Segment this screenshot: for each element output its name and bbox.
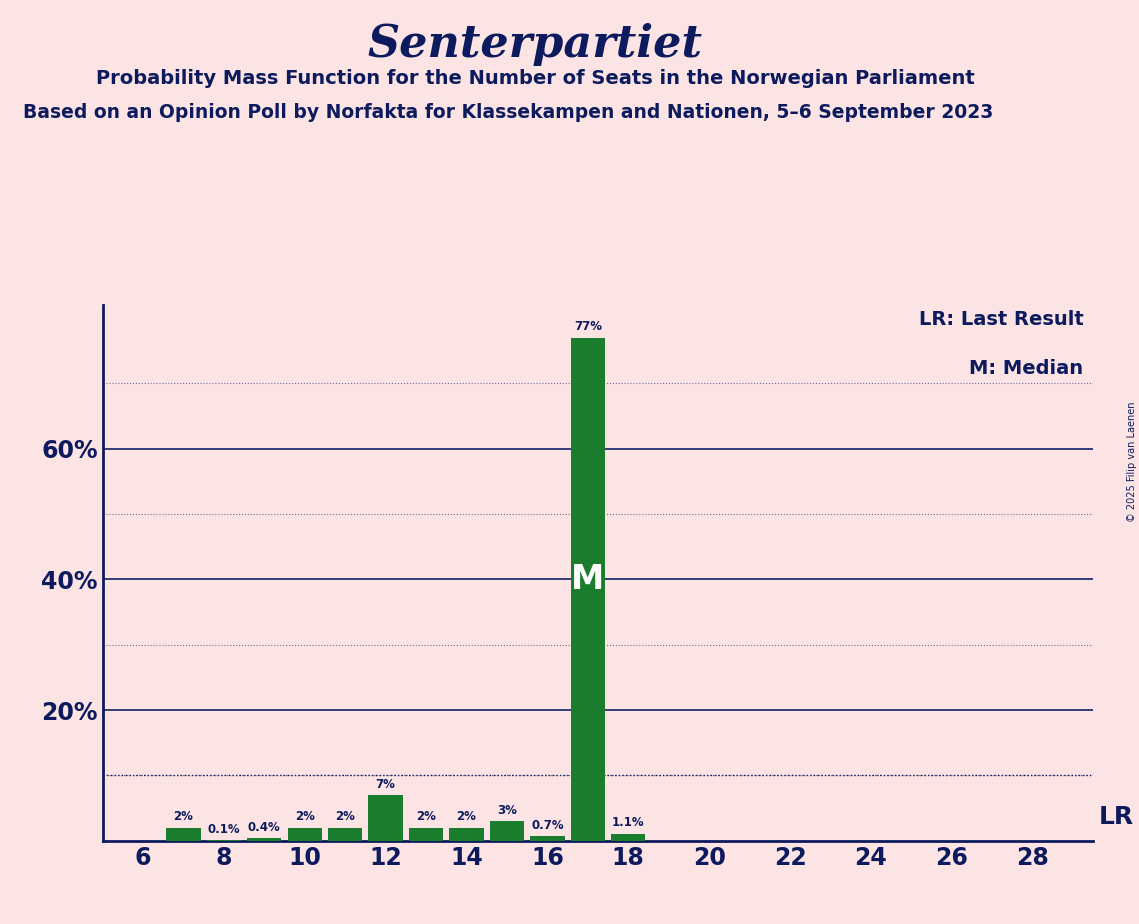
Text: 0.4%: 0.4% — [248, 821, 280, 833]
Text: 7%: 7% — [376, 777, 395, 791]
Bar — [531, 836, 565, 841]
Text: LR: Last Result: LR: Last Result — [919, 310, 1083, 329]
Bar — [368, 795, 403, 841]
Text: 0.7%: 0.7% — [531, 819, 564, 832]
Bar — [247, 838, 281, 841]
Bar — [328, 828, 362, 841]
Bar — [166, 828, 200, 841]
Text: Based on an Opinion Poll by Norfakta for Klassekampen and Nationen, 5–6 Septembe: Based on an Opinion Poll by Norfakta for… — [23, 103, 993, 123]
Bar — [571, 337, 605, 841]
Text: 2%: 2% — [457, 810, 476, 823]
Text: 2%: 2% — [295, 810, 314, 823]
Text: 2%: 2% — [335, 810, 355, 823]
Bar — [287, 828, 322, 841]
Bar — [612, 833, 646, 841]
Text: 1.1%: 1.1% — [612, 816, 645, 829]
Bar — [409, 828, 443, 841]
Text: M: M — [572, 563, 605, 596]
Bar — [490, 821, 524, 841]
Text: 3%: 3% — [497, 804, 517, 817]
Text: 2%: 2% — [416, 810, 436, 823]
Text: LR: LR — [1099, 805, 1134, 829]
Text: © 2025 Filip van Laenen: © 2025 Filip van Laenen — [1126, 402, 1137, 522]
Text: Probability Mass Function for the Number of Seats in the Norwegian Parliament: Probability Mass Function for the Number… — [96, 69, 975, 89]
Text: M: Median: M: Median — [969, 359, 1083, 378]
Bar — [449, 828, 484, 841]
Text: 77%: 77% — [574, 320, 601, 333]
Text: 0.1%: 0.1% — [207, 822, 240, 835]
Text: 2%: 2% — [173, 810, 194, 823]
Text: Senterpartiet: Senterpartiet — [368, 23, 703, 67]
